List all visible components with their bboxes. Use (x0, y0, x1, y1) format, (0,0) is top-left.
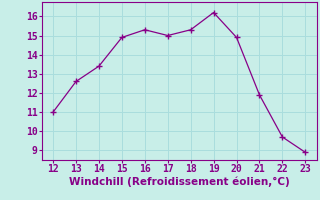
X-axis label: Windchill (Refroidissement éolien,°C): Windchill (Refroidissement éolien,°C) (69, 177, 290, 187)
